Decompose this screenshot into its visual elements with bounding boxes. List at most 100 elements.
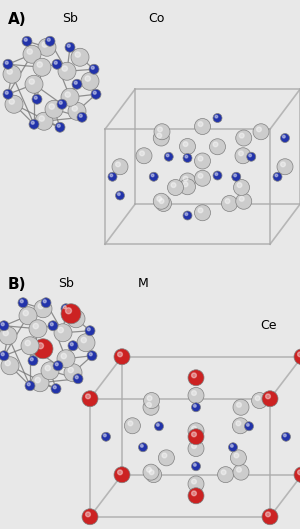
Circle shape bbox=[54, 61, 57, 64]
Circle shape bbox=[232, 172, 241, 181]
Circle shape bbox=[164, 152, 173, 161]
Circle shape bbox=[298, 470, 300, 475]
Circle shape bbox=[57, 99, 67, 110]
Circle shape bbox=[140, 151, 144, 156]
Circle shape bbox=[209, 139, 226, 155]
Circle shape bbox=[57, 350, 75, 368]
Circle shape bbox=[53, 386, 56, 389]
Circle shape bbox=[0, 327, 17, 345]
Circle shape bbox=[262, 391, 278, 407]
Circle shape bbox=[61, 353, 67, 359]
Circle shape bbox=[29, 119, 39, 129]
Circle shape bbox=[5, 95, 23, 113]
Circle shape bbox=[221, 470, 226, 475]
Circle shape bbox=[249, 154, 251, 157]
Circle shape bbox=[158, 127, 162, 132]
Circle shape bbox=[3, 330, 8, 336]
Circle shape bbox=[155, 196, 172, 212]
Circle shape bbox=[41, 362, 59, 380]
Circle shape bbox=[192, 432, 197, 437]
Circle shape bbox=[252, 393, 268, 408]
Circle shape bbox=[22, 37, 32, 46]
Circle shape bbox=[157, 424, 159, 426]
Circle shape bbox=[194, 405, 196, 407]
Circle shape bbox=[237, 467, 242, 472]
Circle shape bbox=[162, 453, 167, 458]
Circle shape bbox=[136, 148, 152, 164]
Circle shape bbox=[198, 174, 203, 178]
Circle shape bbox=[31, 374, 49, 392]
Circle shape bbox=[68, 367, 74, 373]
Circle shape bbox=[153, 193, 169, 209]
Circle shape bbox=[192, 373, 197, 378]
Circle shape bbox=[247, 152, 256, 161]
Circle shape bbox=[38, 38, 56, 56]
Circle shape bbox=[67, 44, 70, 47]
Circle shape bbox=[87, 351, 97, 361]
Circle shape bbox=[58, 62, 76, 80]
Circle shape bbox=[215, 115, 218, 118]
Circle shape bbox=[277, 159, 293, 175]
Text: A): A) bbox=[8, 12, 27, 28]
Circle shape bbox=[188, 476, 204, 492]
Circle shape bbox=[179, 179, 196, 195]
Circle shape bbox=[188, 423, 204, 439]
Circle shape bbox=[215, 173, 218, 176]
Text: Sb: Sb bbox=[58, 277, 74, 290]
Circle shape bbox=[75, 376, 78, 379]
Circle shape bbox=[93, 91, 96, 94]
Circle shape bbox=[85, 76, 91, 81]
Circle shape bbox=[77, 112, 87, 122]
Circle shape bbox=[192, 491, 197, 496]
Circle shape bbox=[281, 432, 290, 441]
Circle shape bbox=[51, 384, 61, 394]
Circle shape bbox=[185, 156, 188, 158]
Circle shape bbox=[179, 173, 196, 189]
Circle shape bbox=[255, 396, 260, 400]
Circle shape bbox=[198, 208, 203, 213]
Circle shape bbox=[153, 130, 169, 146]
Circle shape bbox=[61, 304, 81, 324]
Circle shape bbox=[20, 300, 23, 303]
Circle shape bbox=[0, 321, 9, 331]
Circle shape bbox=[143, 399, 159, 415]
Circle shape bbox=[114, 467, 130, 483]
Circle shape bbox=[24, 38, 27, 41]
Circle shape bbox=[183, 176, 188, 181]
Circle shape bbox=[191, 462, 200, 471]
Circle shape bbox=[218, 467, 234, 482]
Circle shape bbox=[71, 48, 89, 66]
Circle shape bbox=[72, 106, 77, 111]
Circle shape bbox=[25, 340, 31, 346]
Circle shape bbox=[236, 193, 252, 209]
Circle shape bbox=[7, 69, 13, 74]
Circle shape bbox=[65, 92, 70, 97]
Circle shape bbox=[87, 328, 90, 331]
Circle shape bbox=[158, 450, 174, 466]
Text: B): B) bbox=[8, 277, 26, 292]
Circle shape bbox=[128, 421, 133, 426]
Circle shape bbox=[139, 443, 148, 452]
Circle shape bbox=[79, 114, 82, 117]
Circle shape bbox=[34, 96, 37, 99]
Circle shape bbox=[146, 467, 162, 482]
Circle shape bbox=[236, 130, 252, 146]
Circle shape bbox=[35, 112, 53, 130]
Circle shape bbox=[194, 170, 211, 186]
Circle shape bbox=[67, 310, 85, 328]
Circle shape bbox=[294, 467, 300, 483]
Circle shape bbox=[65, 308, 71, 314]
Circle shape bbox=[266, 512, 270, 517]
Circle shape bbox=[124, 418, 140, 434]
Circle shape bbox=[85, 512, 90, 517]
Circle shape bbox=[61, 88, 79, 106]
Circle shape bbox=[233, 179, 250, 196]
Circle shape bbox=[45, 37, 55, 46]
Circle shape bbox=[151, 174, 154, 177]
Circle shape bbox=[116, 162, 120, 167]
Circle shape bbox=[34, 300, 52, 318]
Circle shape bbox=[1, 353, 4, 355]
Circle shape bbox=[82, 391, 98, 407]
Circle shape bbox=[194, 205, 211, 221]
Circle shape bbox=[19, 307, 37, 325]
